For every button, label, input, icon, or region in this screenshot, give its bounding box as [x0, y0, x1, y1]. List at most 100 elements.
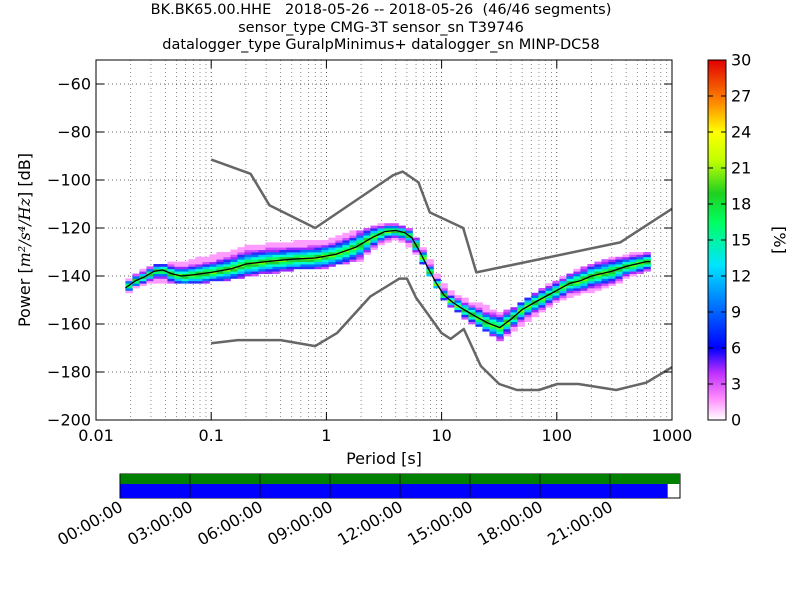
psd-cell: [230, 268, 238, 272]
psd-cell: [622, 276, 630, 279]
colorbar-tick-label: 27: [731, 87, 751, 106]
psd-cell: [454, 300, 462, 303]
psd-cell: [265, 247, 273, 250]
psd-cell: [475, 312, 483, 315]
psd-cell: [300, 259, 308, 262]
psd-cell: [139, 283, 147, 286]
psd-cell: [601, 264, 609, 267]
psd-cell: [286, 254, 294, 258]
title-line-1: BK.BK65.00.HHE 2018-05-26 -- 2018-05-26 …: [150, 2, 612, 18]
psd-cell: [475, 309, 483, 313]
time-tick-label: 03:00:00: [124, 497, 196, 549]
psd-cell: [454, 307, 462, 310]
psd-cell: [580, 266, 588, 270]
psd-cell: [286, 268, 294, 272]
psd-cell: [349, 259, 357, 262]
psd-cell: [258, 244, 266, 248]
psd-cell: [391, 237, 399, 241]
psd-cell: [489, 328, 497, 332]
psd-cell: [629, 259, 637, 262]
psd-cell: [489, 316, 497, 320]
psd-cell: [377, 230, 385, 234]
psd-cell: [503, 321, 511, 325]
psd-cell: [552, 297, 560, 301]
psd-cell: [601, 280, 609, 284]
psd-cell: [321, 240, 329, 243]
psd-cell: [503, 331, 511, 334]
psd-cell: [195, 271, 203, 274]
psd-cell: [524, 309, 532, 313]
psd-cell: [181, 280, 189, 284]
psd-cell: [608, 283, 616, 286]
psd-cell: [328, 254, 336, 258]
psd-cell: [293, 252, 301, 255]
colorbar: 0 3 6 9 12 15 18 21 24 27 30 [%]: [707, 51, 789, 430]
psd-cell: [412, 237, 420, 241]
psd-cell: [223, 259, 231, 262]
psd-cell: [524, 319, 532, 322]
psd-cell: [482, 319, 490, 322]
psd-cell: [356, 242, 364, 246]
colorbar-tick-label: 12: [731, 267, 751, 286]
psd-cell: [636, 252, 644, 255]
psd-cell: [286, 264, 294, 267]
psd-cell: [377, 240, 385, 243]
psd-cell: [286, 249, 294, 253]
psd-cell: [377, 223, 385, 226]
psd-cell: [335, 244, 343, 248]
psd-cell: [146, 268, 154, 272]
psd-cell: [251, 271, 259, 274]
psd-median: [125, 229, 651, 329]
psd-cell: [545, 285, 553, 289]
psd-cell: [384, 237, 392, 241]
psd-cell: [524, 316, 532, 320]
y-tick-label: −160: [47, 315, 91, 334]
psd-cell: [363, 228, 371, 231]
psd-cell: [643, 256, 651, 260]
psd-cell: [566, 283, 574, 286]
psd-cell: [538, 292, 546, 296]
time-tick-label: 12:00:00: [334, 497, 406, 549]
psd-cell: [370, 225, 378, 229]
time-tick-label: 00:00:00: [54, 497, 126, 549]
psd-cell: [461, 300, 469, 303]
psd-cell: [594, 283, 602, 286]
psd-cell: [209, 268, 217, 272]
psd-cell: [286, 261, 294, 265]
psd-cell: [615, 266, 623, 270]
psd-cell: [391, 225, 399, 229]
psd-cell: [566, 290, 574, 294]
psd-cell: [412, 247, 420, 250]
psd-cell: [160, 278, 168, 282]
psd-cell: [580, 276, 588, 279]
psd-cell: [251, 268, 259, 272]
psd-cell: [195, 259, 203, 262]
y-tick-label: −100: [47, 171, 91, 190]
psd-cell: [510, 319, 518, 322]
psd-cell: [335, 259, 343, 262]
psd-cell: [363, 242, 371, 246]
psd-cell: [258, 261, 266, 265]
psd-cell: [489, 309, 497, 313]
psd-cell: [580, 271, 588, 274]
psd-cell: [132, 276, 140, 279]
psd-cell: [384, 235, 392, 238]
psd-cell: [496, 331, 504, 334]
colorbar-tick-label: 15: [731, 231, 751, 250]
time-tick-label: 15:00:00: [404, 497, 476, 549]
psd-cell: [636, 264, 644, 267]
psd-cell: [517, 312, 525, 315]
psd-cell: [461, 307, 469, 310]
psd-cell: [517, 304, 525, 308]
psd-cell: [531, 314, 539, 318]
psd-cell: [244, 247, 252, 250]
psd-cell: [503, 328, 511, 332]
psd-cell: [314, 240, 322, 243]
psd-cell: [356, 259, 364, 262]
psd-cell: [265, 259, 273, 262]
psd-cell: [475, 321, 483, 325]
psd-cell: [608, 256, 616, 260]
psd-cell: [363, 240, 371, 243]
psd-cell: [216, 259, 224, 262]
psd-cell: [335, 256, 343, 260]
